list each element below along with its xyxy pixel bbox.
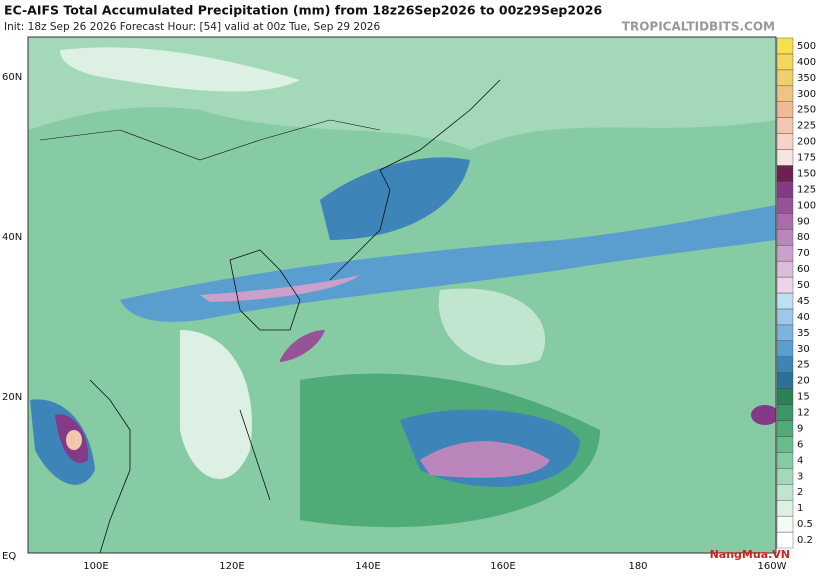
colorbar-box <box>776 292 794 310</box>
colorbar-label: 15 <box>797 392 810 403</box>
colorbar-label: 50 <box>797 280 810 291</box>
colorbar-box <box>776 452 794 469</box>
lat-label: 20N <box>2 392 22 403</box>
colorbar-box <box>776 53 794 71</box>
colorbar-label: 60 <box>797 264 810 275</box>
colorbar-box <box>776 372 794 389</box>
colorbar-box <box>776 436 794 453</box>
lon-label: 160W <box>758 561 787 572</box>
site-name: TROPICALTIDBITS.COM <box>622 20 775 34</box>
colorbar-label: 35 <box>797 328 810 339</box>
map-field <box>60 47 300 92</box>
colorbar-box <box>776 404 794 421</box>
map-field <box>66 430 82 450</box>
colorbar-box <box>776 213 794 230</box>
map-field <box>438 288 546 366</box>
colorbar-box <box>776 515 794 533</box>
title: EC-AIFS Total Accumulated Precipitation … <box>4 3 602 18</box>
lon-label: 140E <box>355 561 380 572</box>
colorbar-box <box>776 484 794 501</box>
colorbar-label: 0.5 <box>797 519 813 530</box>
colorbar-box <box>776 531 794 549</box>
watermark: NangMua.VN <box>710 548 790 561</box>
colorbar-box <box>776 324 794 342</box>
colorbar-label: 175 <box>797 153 816 164</box>
colorbar-label: 80 <box>797 232 810 243</box>
map-field <box>751 405 776 425</box>
colorbar-label: 45 <box>797 296 810 307</box>
colorbar-label: 0.2 <box>797 535 813 546</box>
colorbar-label: 100 <box>797 200 816 211</box>
colorbar-box <box>776 356 794 373</box>
colorbar-box <box>776 229 794 246</box>
map-field <box>320 157 470 240</box>
map-field <box>180 330 252 479</box>
colorbar-label: 1 <box>797 503 803 514</box>
colorbar-label: 90 <box>797 216 810 227</box>
coastline <box>239 409 271 501</box>
colorbar-box <box>776 69 794 87</box>
colorbar-label: 300 <box>797 89 816 100</box>
lon-label: 180 <box>628 561 647 572</box>
colorbar-label: 12 <box>797 408 810 419</box>
colorbar-label: 30 <box>797 344 810 355</box>
colorbar-box <box>776 308 794 326</box>
colorbar-label: 200 <box>797 137 816 148</box>
coastline <box>89 379 131 553</box>
colorbar-label: 350 <box>797 73 816 84</box>
lat-label: EQ <box>2 551 16 562</box>
colorbar-label: 2 <box>797 487 803 498</box>
coastline <box>229 249 301 331</box>
colorbar-box <box>776 244 794 262</box>
colorbar-label: 150 <box>797 168 816 179</box>
lon-label: 160E <box>490 561 515 572</box>
colorbar-box <box>776 37 794 55</box>
map <box>27 36 777 554</box>
subtitle: Init: 18z Sep 26 2026 Forecast Hour: [54… <box>4 21 380 33</box>
lat-label: 40N <box>2 232 22 243</box>
colorbar-box <box>776 340 794 357</box>
lon-label: 100E <box>83 561 108 572</box>
colorbar-box <box>776 165 794 182</box>
map-frame <box>27 36 777 554</box>
map-field <box>200 275 360 302</box>
colorbar-box <box>776 117 794 134</box>
colorbar: 0.20.51234691215202530354045506070809010… <box>776 37 816 549</box>
map-field <box>280 330 325 362</box>
colorbar-label: 6 <box>797 439 803 450</box>
colorbar-label: 9 <box>797 423 803 434</box>
colorbar-label: 70 <box>797 248 810 259</box>
colorbar-label: 500 <box>797 41 816 52</box>
colorbar-box <box>776 499 794 517</box>
colorbar-label: 225 <box>797 121 816 132</box>
colorbar-box <box>776 420 794 437</box>
colorbar-label: 250 <box>797 105 816 116</box>
colorbar-label: 25 <box>797 360 810 371</box>
map-labels: 60N 40N 20N EQ 100E 120E 140E 160E 180 160W <box>2 72 787 572</box>
lat-label: 60N <box>2 72 22 83</box>
colorbar-box <box>776 388 794 405</box>
colorbar-label: 20 <box>797 376 810 387</box>
colorbar-box <box>776 149 794 166</box>
colorbar-box <box>776 276 794 294</box>
colorbar-box <box>776 260 794 278</box>
colorbar-label: 3 <box>797 471 803 482</box>
colorbar-box <box>776 468 794 485</box>
colorbar-box <box>776 85 794 102</box>
coastline <box>329 79 501 281</box>
colorbar-box <box>776 181 794 198</box>
colorbar-box <box>776 133 794 150</box>
border <box>39 119 381 161</box>
colorbar-label: 400 <box>797 57 816 68</box>
map-field <box>420 441 550 478</box>
colorbar-label: 125 <box>797 184 816 195</box>
colorbar-box <box>776 197 794 214</box>
colorbar-label: 4 <box>797 455 803 466</box>
colorbar-box <box>776 101 794 118</box>
lon-label: 120E <box>219 561 244 572</box>
colorbar-label: 40 <box>797 312 810 323</box>
